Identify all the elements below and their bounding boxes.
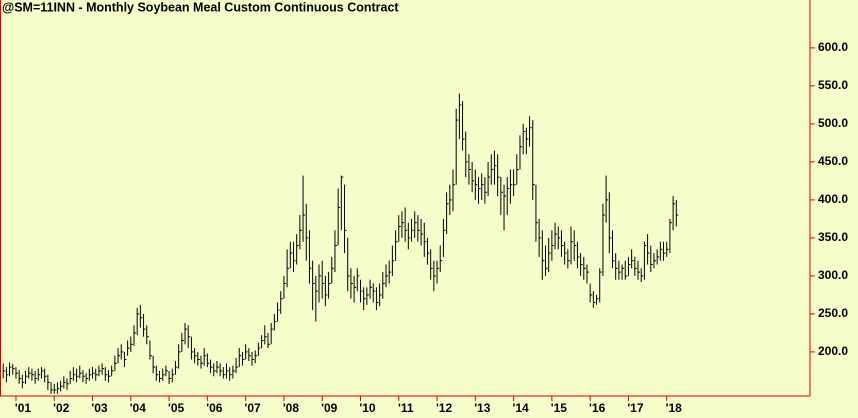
x-tick-label: '14 [512, 401, 529, 415]
x-tick-label: '11 [398, 401, 414, 415]
y-tick-label: 200.0 [818, 344, 848, 358]
x-tick-label: '02 [53, 401, 70, 415]
x-tick-label: '13 [474, 401, 491, 415]
x-tick-label: '03 [91, 401, 108, 415]
x-tick-label: '15 [551, 401, 568, 415]
y-tick-label: 250.0 [818, 306, 848, 320]
x-tick-label: '12 [436, 401, 453, 415]
x-tick-label: '01 [15, 401, 32, 415]
x-tick-label: '10 [359, 401, 376, 415]
y-tick-label: 300.0 [818, 268, 848, 282]
y-tick-label: 600.0 [818, 40, 848, 54]
x-tick-label: '08 [283, 401, 300, 415]
x-tick-label: '05 [168, 401, 185, 415]
x-tick-label: '09 [321, 401, 338, 415]
x-tick-label: '07 [245, 401, 262, 415]
chart-title: @SM=11INN - Monthly Soybean Meal Custom … [2, 0, 399, 14]
x-tick-label: '06 [206, 401, 223, 415]
x-tick-label: '04 [130, 401, 147, 415]
y-tick-label: 500.0 [818, 116, 848, 130]
x-tick-label: '16 [589, 401, 606, 415]
y-tick-label: 450.0 [818, 154, 848, 168]
x-tick-label: '18 [666, 401, 683, 415]
y-tick-label: 400.0 [818, 192, 848, 206]
x-tick-label: '17 [627, 401, 644, 415]
y-tick-label: 350.0 [818, 230, 848, 244]
y-tick-label: 550.0 [818, 78, 848, 92]
